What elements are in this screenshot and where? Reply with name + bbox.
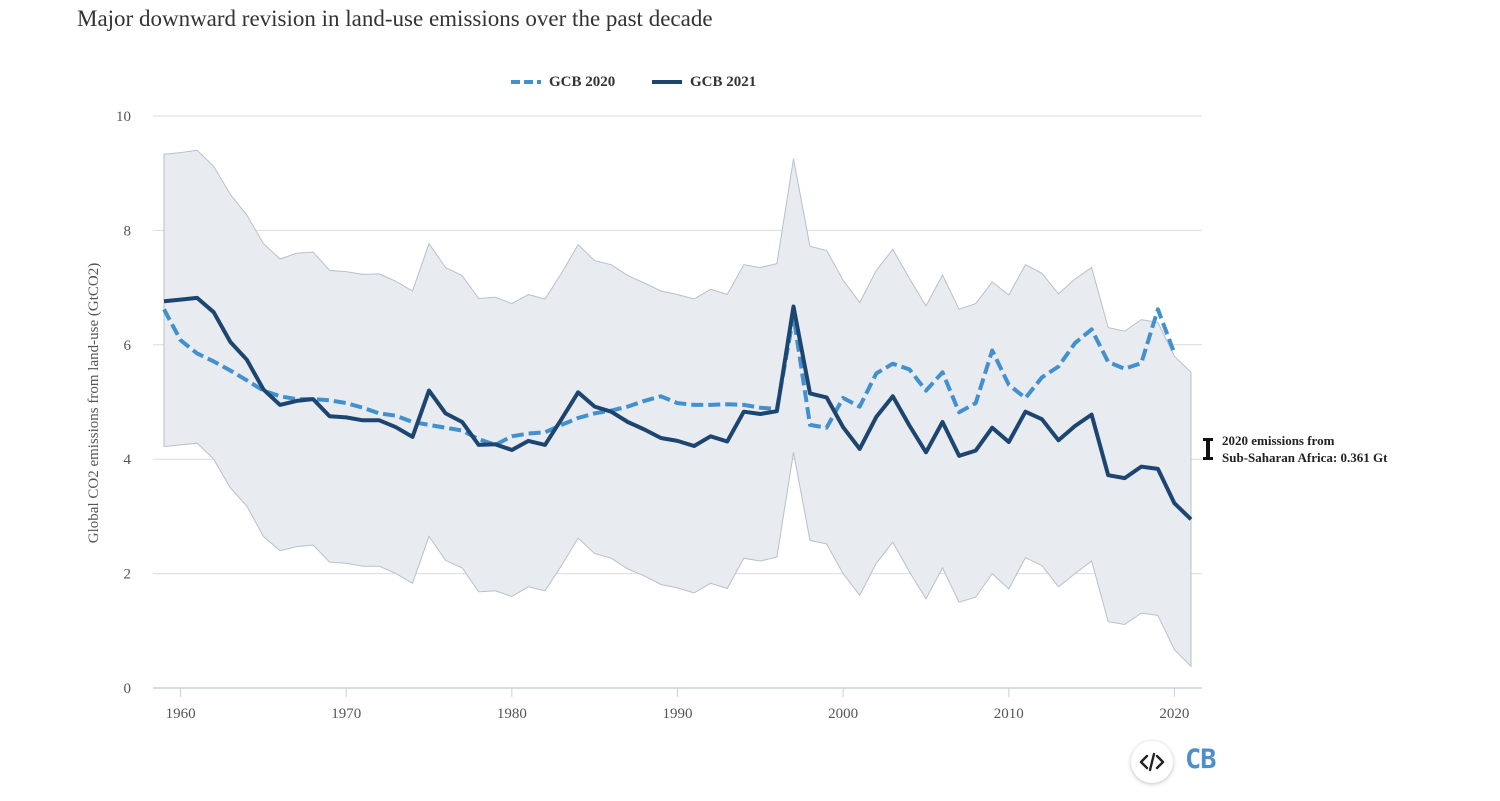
annotation-line-2: Sub-Saharan Africa: 0.361 Gt <box>1222 450 1388 465</box>
y-tick-label-10: 10 <box>116 109 131 125</box>
series-line-gcb-2021[interactable] <box>163 295 1193 521</box>
x-tick-label-1970: 1970 <box>331 706 361 722</box>
y-tick-label-6: 6 <box>124 338 132 354</box>
y-axis-label: Global CO2 emissions from land-use (GtCO… <box>86 263 102 543</box>
y-tick-label-8: 8 <box>124 223 132 239</box>
legend-swatch-solid <box>652 80 682 84</box>
uncertainty-band <box>163 149 1192 668</box>
x-tick-labels: 1960 1970 1980 1990 2000 2010 2020 <box>166 706 1190 722</box>
code-embed-icon <box>1139 752 1165 772</box>
legend-item-gcb-2020[interactable]: GCB 2020 <box>511 70 615 94</box>
annotation-line-1: 2020 emissions from <box>1222 433 1335 448</box>
x-tick-label-2000: 2000 <box>828 706 858 722</box>
legend-swatch-dashed <box>511 80 541 84</box>
x-tick-label-1980: 1980 <box>497 706 527 722</box>
x-tick-label-2020: 2020 <box>1159 706 1189 722</box>
y-tick-label-4: 4 <box>124 452 132 468</box>
legend: GCB 2020 GCB 2021 <box>0 70 1500 94</box>
x-tick-label-2010: 2010 <box>994 706 1024 722</box>
axes <box>153 687 1202 697</box>
legend-item-gcb-2021[interactable]: GCB 2021 <box>652 70 756 94</box>
embed-code-button[interactable] <box>1131 741 1173 783</box>
y-tick-label-2: 2 <box>124 567 132 583</box>
legend-label-gcb-2020: GCB 2020 <box>549 73 616 90</box>
y-tick-label-0: 0 <box>124 681 132 697</box>
x-tick-label-1990: 1990 <box>663 706 693 722</box>
carbon-brief-logo[interactable]: CB <box>1185 744 1217 775</box>
error-bar-icon <box>1203 438 1213 460</box>
series-line-gcb-2020[interactable] <box>162 307 1177 447</box>
chart-title: Major downward revision in land-use emis… <box>77 6 713 31</box>
y-tick-labels: 0 2 4 6 8 10 <box>116 109 132 697</box>
x-tick-label-1960: 1960 <box>166 706 196 722</box>
legend-label-gcb-2021: GCB 2021 <box>690 73 757 90</box>
